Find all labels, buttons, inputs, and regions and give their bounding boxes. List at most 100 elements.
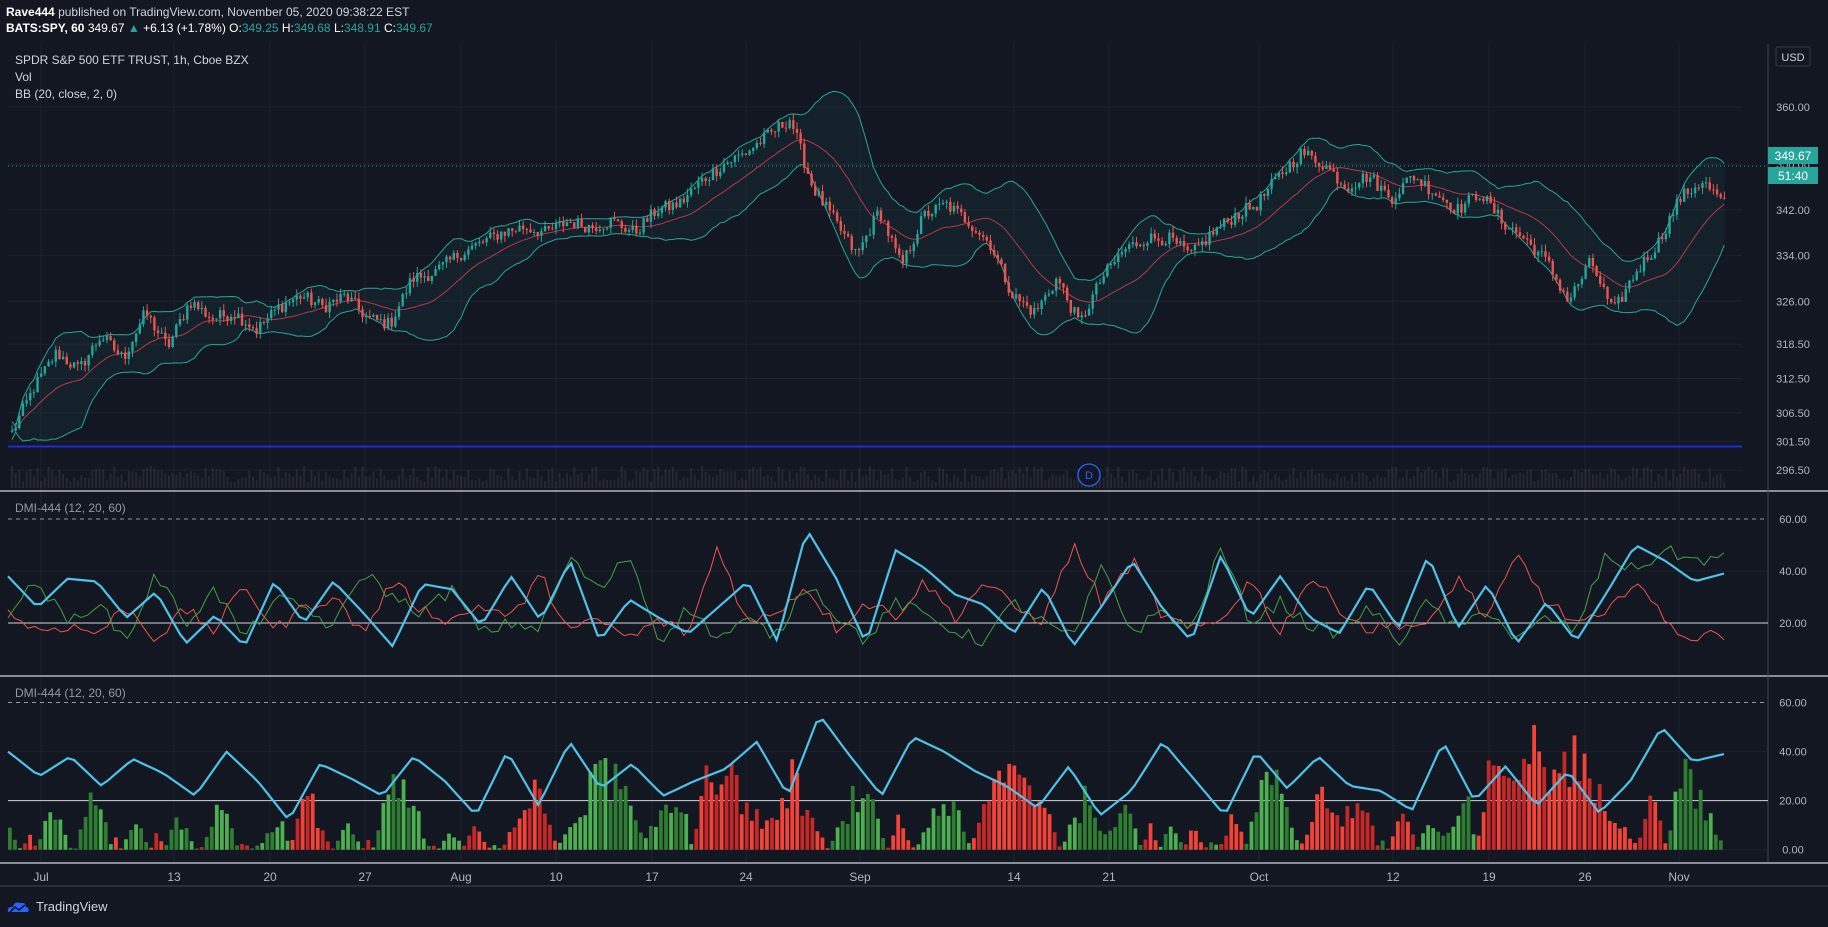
volume-bar — [1055, 475, 1058, 488]
candle-body — [116, 350, 120, 355]
volume-bar — [1131, 469, 1134, 488]
volume-bar — [558, 472, 561, 488]
volume-bar — [595, 466, 598, 488]
x-tick-label: 26 — [1578, 870, 1592, 884]
tradingview-logo[interactable]: TradingView — [6, 899, 108, 914]
volume-bar — [817, 477, 820, 488]
histogram-bar — [184, 828, 189, 850]
histogram-bar — [1658, 820, 1663, 850]
volume-bar — [200, 477, 203, 488]
volume-bar — [850, 471, 853, 488]
candle-body — [912, 243, 916, 252]
volume-bar — [463, 476, 466, 488]
histogram-bar — [1012, 765, 1017, 850]
candle-body — [1358, 183, 1361, 188]
symbol-label[interactable]: BATS:SPY, 60 — [6, 21, 85, 35]
candle-body — [602, 228, 605, 230]
candle-body — [459, 257, 463, 261]
candle-body — [1033, 307, 1036, 315]
histogram-bar — [977, 822, 981, 850]
histogram-bar — [1204, 847, 1208, 850]
chart-area[interactable]: Jul 13 20 27 Aug 10 17 24 Sep 14 21 Oct 12 19 26 Nov 296… — [0, 44, 1828, 890]
volume-bar — [1153, 481, 1156, 488]
volume-bar — [29, 468, 32, 488]
volume-bar — [931, 480, 934, 488]
candle-body — [1609, 298, 1613, 303]
volume-bar — [1664, 468, 1667, 488]
volume-bar — [843, 468, 846, 488]
dmi-pane-2 — [7, 702, 1768, 851]
volume-bar — [1011, 470, 1014, 488]
histogram-bar — [1148, 823, 1153, 850]
volume-bar — [135, 472, 138, 488]
candle-body — [569, 222, 572, 224]
author-name[interactable]: Rave444 — [6, 5, 55, 19]
histogram-bar — [1133, 828, 1138, 850]
histogram-bar — [1093, 817, 1097, 850]
histogram-bar — [426, 845, 431, 850]
volume-bar — [1434, 471, 1437, 488]
volume-bar — [1409, 478, 1412, 488]
candle-body — [1230, 221, 1233, 225]
histogram-bar — [623, 785, 628, 850]
candle-body — [76, 362, 79, 365]
volume-bar — [876, 479, 879, 488]
candle-body — [295, 295, 298, 300]
candle-body — [722, 163, 726, 172]
dmi-legend-1[interactable]: DMI-444 (12, 20, 60) — [15, 501, 126, 515]
histogram-bar — [1577, 781, 1582, 850]
histogram-bar — [1607, 820, 1612, 850]
histogram-bar — [704, 765, 709, 850]
dividend-marker-label: D — [1085, 470, 1093, 482]
histogram-bar — [1506, 777, 1511, 850]
volume-bar — [1686, 469, 1689, 488]
volume-bar — [923, 470, 926, 488]
volume-bar — [390, 479, 393, 488]
candle-body — [930, 213, 934, 217]
histogram-bar — [876, 818, 880, 850]
dmi-legend-2[interactable]: DMI-444 (12, 20, 60) — [15, 686, 126, 700]
histogram-bar — [225, 813, 229, 850]
vol-legend[interactable]: Vol — [15, 70, 32, 84]
candle-body — [1412, 176, 1416, 181]
volume-bar — [887, 474, 890, 488]
candle-body — [255, 328, 258, 334]
histogram-bar — [522, 810, 527, 850]
volume-bar — [430, 477, 433, 488]
candle-body — [1390, 197, 1394, 204]
candle-body — [383, 319, 386, 329]
histogram-bar — [1254, 812, 1259, 850]
candle-body — [1613, 302, 1617, 304]
candle-body — [324, 305, 328, 313]
candle-body — [1701, 183, 1704, 188]
volume-bar — [120, 474, 123, 488]
volume-bar — [124, 480, 127, 488]
dividend-marker[interactable] — [1077, 463, 1101, 487]
volume-bar — [1394, 466, 1397, 488]
histogram-bar — [578, 817, 583, 850]
histogram-bar — [1269, 785, 1274, 850]
currency-badge[interactable] — [1775, 46, 1811, 67]
volume-bar — [1150, 470, 1153, 488]
bb-legend[interactable]: BB (20, close, 2, 0) — [15, 87, 118, 101]
histogram-bar — [558, 842, 562, 850]
histogram-bar — [1138, 844, 1143, 850]
histogram-bar — [1567, 787, 1572, 850]
histogram-bar — [855, 812, 860, 850]
histogram-bar — [300, 798, 305, 850]
volume-bar — [1610, 467, 1613, 488]
candle-body — [1029, 305, 1032, 315]
volume-bar — [167, 475, 170, 488]
candle-body — [737, 154, 740, 156]
histogram-bar — [971, 838, 976, 850]
candle-body — [339, 293, 342, 302]
candle-body — [1463, 203, 1467, 213]
volume-bar — [744, 480, 747, 488]
chart-svg[interactable]: Jul 13 20 27 Aug 10 17 24 Sep 14 21 Oct 12 19 26 Nov 296… — [0, 44, 1828, 890]
volume-bar — [1402, 477, 1405, 488]
volume-bar — [671, 466, 674, 488]
candle-body — [1672, 214, 1675, 217]
candle-body — [237, 313, 240, 319]
volume-bar — [485, 479, 488, 488]
main-legend-title[interactable]: SPDR S&P 500 ETF TRUST, 1h, Cboe BZX — [15, 53, 249, 67]
